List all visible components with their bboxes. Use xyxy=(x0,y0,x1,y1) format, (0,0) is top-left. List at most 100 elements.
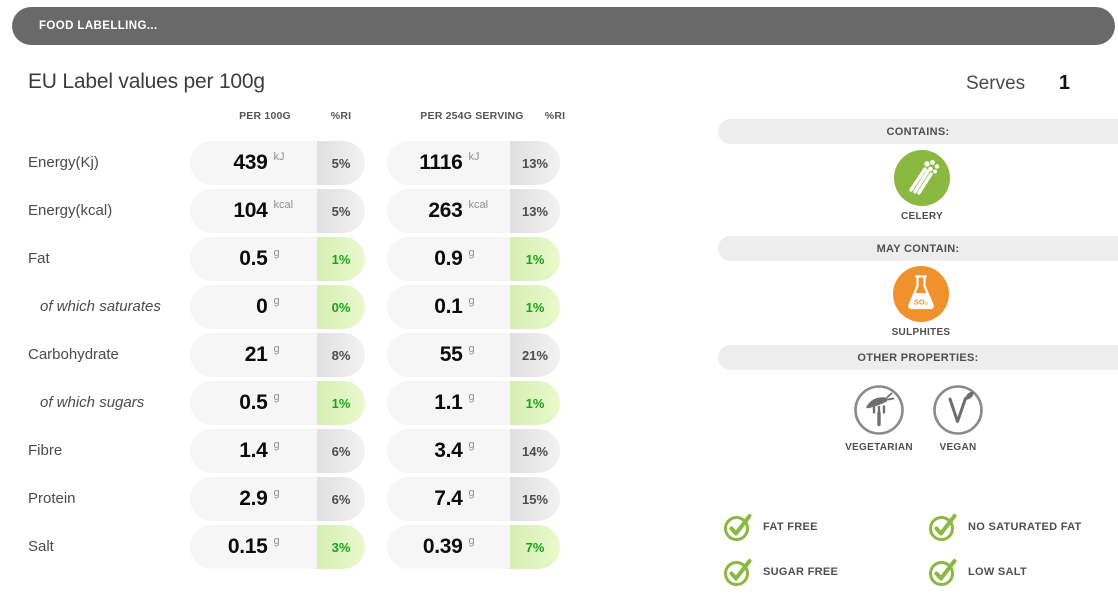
per-100g-ri-badge: 8% xyxy=(317,333,365,377)
nutrient-label: Fibre xyxy=(28,442,63,459)
unit-label: g xyxy=(273,535,280,547)
food-labelling-accordion-header[interactable]: FOOD LABELLING... xyxy=(12,7,1115,45)
sulphites-label: SULPHITES xyxy=(891,327,951,338)
properties-badges: FAT FREE NO SATURATED FAT SUGAR FREE LOW… xyxy=(723,512,1118,587)
nutrient-label: Protein xyxy=(28,490,76,507)
per-serving-pill: 3.4 g 14% xyxy=(387,429,560,473)
may-contain-section-bar: MAY CONTAIN: xyxy=(718,236,1118,261)
per-serving-ri-badge: 1% xyxy=(510,237,560,281)
other-properties-section-bar: OTHER PROPERTIES: xyxy=(718,345,1118,370)
per-100g-ri-badge: 1% xyxy=(317,237,365,281)
per-serving-pill: 0.1 g 1% xyxy=(387,285,560,329)
allergen-celery: CELERY xyxy=(861,150,983,222)
unit-label: g xyxy=(468,391,475,403)
vegetarian-label: VEGETARIAN xyxy=(845,442,913,453)
vegan-label: VEGAN xyxy=(939,442,977,453)
per-serving-value: 55 g xyxy=(387,333,510,377)
per-serving-ri-badge: 13% xyxy=(510,141,560,185)
allergen-sulphites: SO₂ SULPHITES xyxy=(860,266,982,338)
unit-label: g xyxy=(468,247,475,259)
per-serving-value: 0.1 g xyxy=(387,285,510,329)
property-vegan: VEGAN xyxy=(898,384,1018,453)
per-serving-value: 7.4 g xyxy=(387,477,510,521)
unit-label: kJ xyxy=(273,151,285,163)
property-badge: FAT FREE xyxy=(723,512,928,542)
per-serving-value: 0.39 g xyxy=(387,525,510,569)
per-serving-pill: 7.4 g 15% xyxy=(387,477,560,521)
per-serving-pill: 263 kcal 13% xyxy=(387,189,560,233)
per-100g-value: 439 kJ xyxy=(190,141,317,185)
per-serving-pill: 0.9 g 1% xyxy=(387,237,560,281)
unit-label: g xyxy=(468,295,475,307)
column-header-ri-100g: %RI xyxy=(330,110,352,122)
serves: Serves 1 xyxy=(966,72,1070,95)
table-row: Fibre 1.4 g 6% 3.4 g 14% xyxy=(0,429,580,473)
column-header-per-100g: PER 100G xyxy=(239,110,291,122)
unit-label: g xyxy=(273,343,280,355)
column-header-per-serving: PER 254G SERVING xyxy=(420,110,524,122)
check-icon xyxy=(929,559,957,586)
per-100g-pill: 104 kcal 5% xyxy=(190,189,365,233)
contains-title: CONTAINS: xyxy=(886,125,950,138)
contains-section-bar: CONTAINS: xyxy=(718,119,1118,144)
table-row: Salt 0.15 g 3% 0.39 g 7% xyxy=(0,525,580,569)
per-100g-value: 104 kcal xyxy=(190,189,317,233)
per-100g-pill: 0.5 g 1% xyxy=(190,381,365,425)
nutrient-label: of which saturates xyxy=(40,298,161,315)
unit-label: kcal xyxy=(468,199,489,211)
nutrient-label: Salt xyxy=(28,538,54,555)
per-100g-pill: 21 g 8% xyxy=(190,333,365,377)
per-serving-value: 3.4 g xyxy=(387,429,510,473)
per-100g-ri-badge: 6% xyxy=(317,477,365,521)
celery-label: CELERY xyxy=(901,211,943,222)
unit-label: g xyxy=(273,439,280,451)
per-serving-pill: 1.1 g 1% xyxy=(387,381,560,425)
table-row: Protein 2.9 g 6% 7.4 g 15% xyxy=(0,477,580,521)
per-serving-ri-badge: 13% xyxy=(510,189,560,233)
per-100g-pill: 1.4 g 6% xyxy=(190,429,365,473)
per-serving-value: 1116 kJ xyxy=(387,141,510,185)
unit-label: g xyxy=(468,439,475,451)
badge-label: NO SATURATED FAT xyxy=(968,521,1082,533)
per-100g-value: 2.9 g xyxy=(190,477,317,521)
food-labelling-header-label: FOOD LABELLING... xyxy=(39,20,158,32)
check-icon xyxy=(724,514,752,541)
per-serving-pill: 55 g 21% xyxy=(387,333,560,377)
nutrient-label: Energy(Kj) xyxy=(28,154,99,171)
nutrient-label: Carbohydrate xyxy=(28,346,119,363)
per-serving-value: 1.1 g xyxy=(387,381,510,425)
per-100g-pill: 439 kJ 5% xyxy=(190,141,365,185)
table-row: Carbohydrate 21 g 8% 55 g 21% xyxy=(0,333,580,377)
property-vegetarian: VEGETARIAN xyxy=(819,384,939,453)
unit-label: kJ xyxy=(468,151,480,163)
per-serving-ri-badge: 7% xyxy=(510,525,560,569)
per-100g-value: 0.15 g xyxy=(190,525,317,569)
per-serving-value: 263 kcal xyxy=(387,189,510,233)
check-icon xyxy=(724,559,752,586)
per-100g-value: 21 g xyxy=(190,333,317,377)
table-row: Energy(kcal) 104 kcal 5% 263 kcal 13% xyxy=(0,189,580,233)
property-badge: NO SATURATED FAT xyxy=(928,512,1118,542)
unit-label: g xyxy=(273,247,280,259)
table-row: Energy(Kj) 439 kJ 5% 1116 kJ 13% xyxy=(0,141,580,185)
unit-label: kcal xyxy=(273,199,294,211)
column-header-ri-serving: %RI xyxy=(544,110,566,122)
serves-label: Serves xyxy=(966,73,1026,94)
per-100g-pill: 2.9 g 6% xyxy=(190,477,365,521)
per-100g-ri-badge: 0% xyxy=(317,285,365,329)
unit-label: g xyxy=(468,487,475,499)
per-100g-pill: 0.15 g 3% xyxy=(190,525,365,569)
per-serving-ri-badge: 1% xyxy=(510,381,560,425)
per-100g-ri-badge: 6% xyxy=(317,429,365,473)
per-100g-ri-badge: 1% xyxy=(317,381,365,425)
celery-icon xyxy=(894,150,950,206)
vegan-icon xyxy=(932,384,984,436)
unit-label: g xyxy=(273,487,280,499)
unit-label: g xyxy=(468,535,475,547)
nutrient-label: Fat xyxy=(28,250,50,267)
page-title: EU Label values per 100g xyxy=(28,70,265,93)
may-contain-title: MAY CONTAIN: xyxy=(876,242,960,255)
